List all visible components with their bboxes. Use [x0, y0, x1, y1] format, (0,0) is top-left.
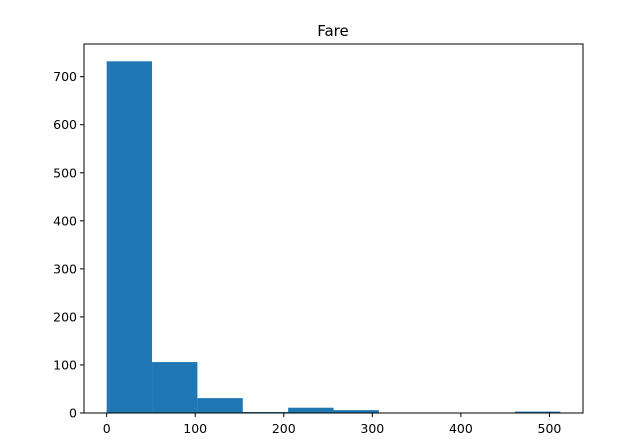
x-tick-label: 100	[183, 421, 207, 436]
x-tick-label: 200	[272, 421, 296, 436]
x-tick-label: 400	[449, 421, 473, 436]
y-tick-label: 200	[53, 309, 77, 324]
x-tick-label: 0	[103, 421, 111, 436]
histogram-bar	[197, 398, 243, 413]
y-tick-label: 500	[53, 165, 77, 180]
y-tick-label: 700	[53, 69, 77, 84]
histogram-bar	[288, 407, 334, 413]
plot-frame	[83, 43, 584, 414]
y-tick-label: 0	[69, 406, 77, 421]
y-tick-label: 100	[53, 357, 77, 372]
y-tick-label: 600	[53, 117, 77, 132]
y-tick-label: 400	[53, 213, 77, 228]
bars-group	[106, 61, 561, 414]
chart-title: Fare	[317, 22, 349, 40]
x-tick-label: 300	[360, 421, 384, 436]
x-axis-ticks: 0 100 200 300 400 500	[103, 413, 562, 436]
x-tick-label: 500	[538, 421, 562, 436]
y-axis-ticks: 0 100 200 300 400 500 600 700	[53, 69, 84, 421]
histogram-bar	[514, 411, 561, 413]
histogram-bar	[106, 61, 153, 414]
y-tick-label: 300	[53, 261, 77, 276]
histogram-bar	[152, 362, 198, 413]
histogram-bar	[333, 410, 379, 413]
